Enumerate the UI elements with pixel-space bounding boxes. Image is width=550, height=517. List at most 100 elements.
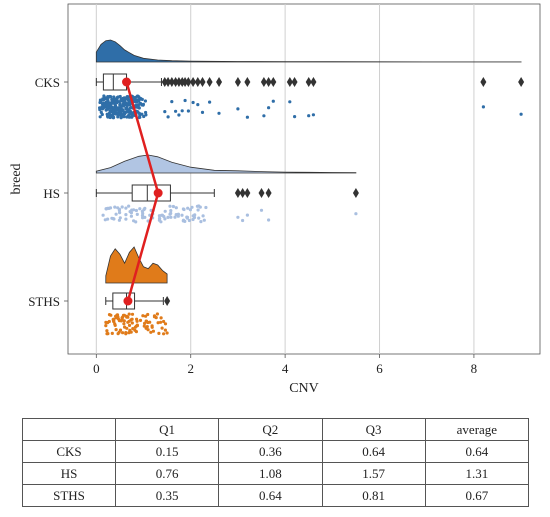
rain-point [201,214,205,218]
rain-point [122,322,126,326]
rain-point [99,100,103,104]
rain-point [236,215,240,219]
rain-point [104,108,108,112]
rain-point [117,218,121,222]
rain-point [146,312,150,317]
rain-point [182,207,186,212]
rain-point [128,112,132,116]
table-cell: 0.81 [321,484,426,507]
y-axis-categories: CKS HS STHS [28,75,68,309]
rain-point [104,320,108,324]
rain-point [262,114,266,118]
y-tick-label: CKS [35,75,60,90]
table-row: STHS 0.35 0.64 0.81 0.67 [22,484,530,507]
rain-point [190,205,194,209]
rain-point [108,115,112,120]
density-cloud [95,39,522,63]
rain-point [130,312,135,316]
outlier-marker [518,77,525,87]
outlier-marker [244,77,251,87]
rain-point [114,212,118,216]
rain-point [116,115,120,119]
x-axis-ticks: 0 2 4 6 8 [93,354,477,376]
rain-point [114,314,118,318]
outlier-marker [265,188,272,198]
mean-point [153,188,163,198]
rain-point [200,110,205,114]
rain-point [217,111,221,115]
density-clouds [95,39,522,284]
table-cell: 0.35 [114,484,220,507]
outlier-marker [168,77,175,87]
rain-point [122,319,126,323]
rain-point [481,105,485,109]
rain-point [180,109,184,113]
rain-point [132,97,136,101]
rain-point [144,319,148,323]
rain-point [135,317,139,321]
rain-point [105,329,109,333]
table-cell: 1.57 [321,462,426,485]
rain-point [259,208,264,212]
rain-point [148,320,152,324]
rain-point [123,325,127,329]
outlier-marker [234,77,241,87]
rain-point [108,109,112,113]
rain-point [127,312,131,316]
rain-point [107,319,111,324]
x-tick-label: 2 [187,361,194,376]
density-cloud [105,246,168,284]
rain-point [236,107,240,111]
outlier-marker [260,77,267,87]
table-cell: 0.36 [218,440,323,463]
rain-point [196,103,200,107]
mean-point [123,296,133,306]
rain-point [293,115,297,119]
rain-point [124,217,128,221]
rain-point [129,330,133,334]
rain-point [186,109,190,113]
rain-point [123,110,127,114]
table-cell: 0.76 [114,462,220,485]
rain-point [98,115,102,119]
rain-point [186,206,190,210]
rain-point [120,205,124,209]
rain-point [112,319,116,324]
rain-point [114,328,118,332]
rain-point [143,215,147,219]
rain-point [157,331,161,335]
rain-point [151,329,155,333]
table-row: HS 0.76 1.08 1.57 1.31 [22,462,530,485]
table-cell: STHS [22,484,116,507]
outlier-marker [265,77,272,87]
outlier-marker [161,77,168,87]
table-header-cell: Q1 [114,418,220,441]
outlier-marker [480,77,487,87]
rain-point [174,206,178,210]
rain-point [126,98,130,102]
rain-point [267,106,271,110]
box-iqr [131,184,171,202]
table-header-cell [22,418,116,441]
rain-point [101,98,105,102]
outlier-marker [199,77,206,87]
rain-point [160,213,164,217]
rain-point [271,99,275,103]
outlier-marker [185,77,192,87]
rain-point [98,108,102,112]
rain-point [142,114,146,119]
rain-point [135,212,139,216]
rain-point [170,100,174,104]
rain-point [115,99,119,103]
rain-point [119,97,123,101]
rain-point [150,325,154,329]
outlier-marker [190,77,197,87]
rain-point [519,112,523,116]
rain-point [117,208,121,212]
rain-point [119,319,123,323]
rain-point [245,115,249,119]
rain-point [159,316,163,320]
table-cell: 1.31 [424,462,530,485]
rain-point [165,331,169,335]
rain-point [105,332,109,336]
